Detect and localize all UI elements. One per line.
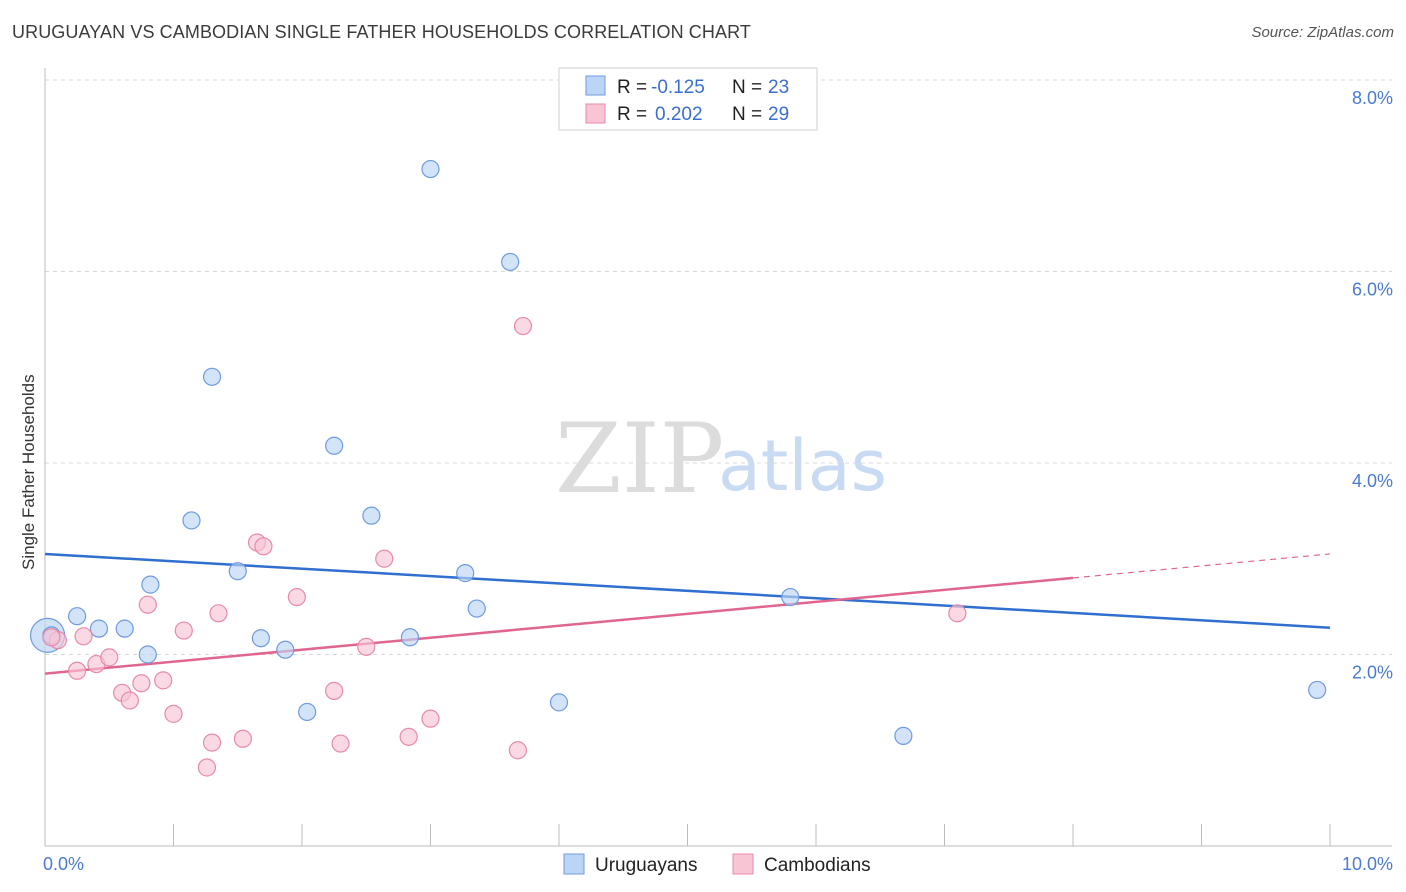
legend-swatch-cambodians xyxy=(585,103,606,124)
trend-lines xyxy=(44,552,1331,675)
data-point-cambodians xyxy=(174,621,193,640)
y-tick-label: 8.0% xyxy=(1352,88,1393,108)
data-point-uruguayans xyxy=(138,645,157,664)
trend-line-cambodians xyxy=(44,576,1074,675)
data-point-cambodians xyxy=(287,587,306,607)
data-point-uruguayans xyxy=(276,640,295,659)
data-point-cambodians xyxy=(100,648,119,667)
y-tick-label: 4.0% xyxy=(1352,471,1393,491)
data-point-cambodians xyxy=(233,729,252,748)
data-point-uruguayans xyxy=(456,564,475,583)
data-point-uruguayans xyxy=(400,628,420,647)
series-legend-swatch-cambodians xyxy=(732,853,754,875)
data-point-cambodians xyxy=(138,595,157,614)
watermark-atlas: atlas xyxy=(718,425,887,507)
series-legend-swatch-uruguayans xyxy=(563,853,585,875)
y-tick-label: 6.0% xyxy=(1352,280,1393,300)
legend-r-value-cambodians: 0.202 xyxy=(655,104,703,125)
source-label: Source: ZipAtlas.com xyxy=(1251,24,1394,41)
legend-n-label-uruguayans: N = xyxy=(732,77,762,98)
data-point-uruguayans xyxy=(1308,680,1327,700)
data-point-uruguayans xyxy=(89,619,109,638)
data-point-uruguayans xyxy=(501,252,520,272)
legend-swatch-uruguayans xyxy=(585,75,606,96)
data-point-uruguayans xyxy=(467,599,486,618)
data-point-cambodians xyxy=(154,671,173,690)
data-point-cambodians xyxy=(513,316,533,336)
y-axis-label: Single Father Households xyxy=(19,374,38,570)
series-legend-label-uruguayans: Uruguayans xyxy=(595,855,697,876)
x-tick-label: 10.0% xyxy=(1342,854,1393,874)
data-point-uruguayans xyxy=(421,159,440,179)
data-point-cambodians xyxy=(197,758,217,777)
data-point-cambodians xyxy=(508,741,527,760)
data-point-cambodians xyxy=(68,661,87,680)
data-point-cambodians xyxy=(331,734,350,753)
legend-r-label-uruguayans: R = xyxy=(617,77,647,98)
data-point-uruguayans xyxy=(894,726,913,745)
x-tick-label: 0.0% xyxy=(43,854,84,874)
data-point-cambodians xyxy=(375,549,394,568)
data-point-uruguayans xyxy=(115,619,134,638)
data-point-cambodians xyxy=(202,733,222,752)
data-point-uruguayans xyxy=(298,702,317,722)
y-tick-label: 2.0% xyxy=(1352,663,1393,683)
axes xyxy=(44,68,1392,847)
legend-n-value-cambodians: 29 xyxy=(768,104,789,125)
data-point-cambodians xyxy=(164,704,183,723)
data-point-cambodians xyxy=(421,709,440,728)
data-point-cambodians xyxy=(42,628,61,647)
data-point-uruguayans xyxy=(362,506,381,525)
legend-r-value-uruguayans: -0.125 xyxy=(651,77,705,98)
data-point-cambodians xyxy=(399,727,418,746)
data-point-uruguayans xyxy=(251,629,270,648)
legend-r-label-cambodians: R = xyxy=(617,104,647,125)
data-point-uruguayans xyxy=(781,587,800,607)
data-point-uruguayans xyxy=(325,436,344,455)
data-point-cambodians xyxy=(132,674,151,693)
grid-lines xyxy=(45,79,1392,655)
chart-title: URUGUAYAN VS CAMBODIAN SINGLE FATHER HOU… xyxy=(12,22,751,42)
data-point-uruguayans xyxy=(228,562,247,581)
watermark: ZIP atlas xyxy=(555,403,887,515)
data-point-cambodians xyxy=(209,604,228,623)
trend-line-cambodians-extension xyxy=(1072,553,1331,579)
data-point-cambodians xyxy=(357,637,376,656)
series-legend-label-cambodians: Cambodians xyxy=(764,855,871,876)
data-point-uruguayans xyxy=(202,367,222,386)
data-point-cambodians xyxy=(948,604,967,623)
stats-legend: R = -0.125 N = 23 R = 0.202 N = 29 xyxy=(558,67,818,131)
data-point-cambodians xyxy=(325,681,344,700)
series-legend: Uruguayans Cambodians xyxy=(563,853,871,876)
legend-n-value-uruguayans: 23 xyxy=(768,77,789,98)
data-point-cambodians xyxy=(254,537,273,556)
data-point-uruguayans xyxy=(549,693,569,712)
data-point-uruguayans xyxy=(182,511,201,530)
legend-n-label-cambodians: N = xyxy=(732,104,762,125)
data-points xyxy=(29,159,1327,777)
data-point-uruguayans xyxy=(68,607,87,626)
trend-line-uruguayans xyxy=(44,552,1331,629)
tick-labels: 2.0% 4.0% 6.0% 8.0% 0.0% 10.0% xyxy=(43,88,1393,874)
data-point-cambodians xyxy=(74,627,93,646)
watermark-zip: ZIP xyxy=(555,403,724,515)
data-point-uruguayans xyxy=(141,575,160,594)
data-point-cambodians xyxy=(120,691,139,710)
